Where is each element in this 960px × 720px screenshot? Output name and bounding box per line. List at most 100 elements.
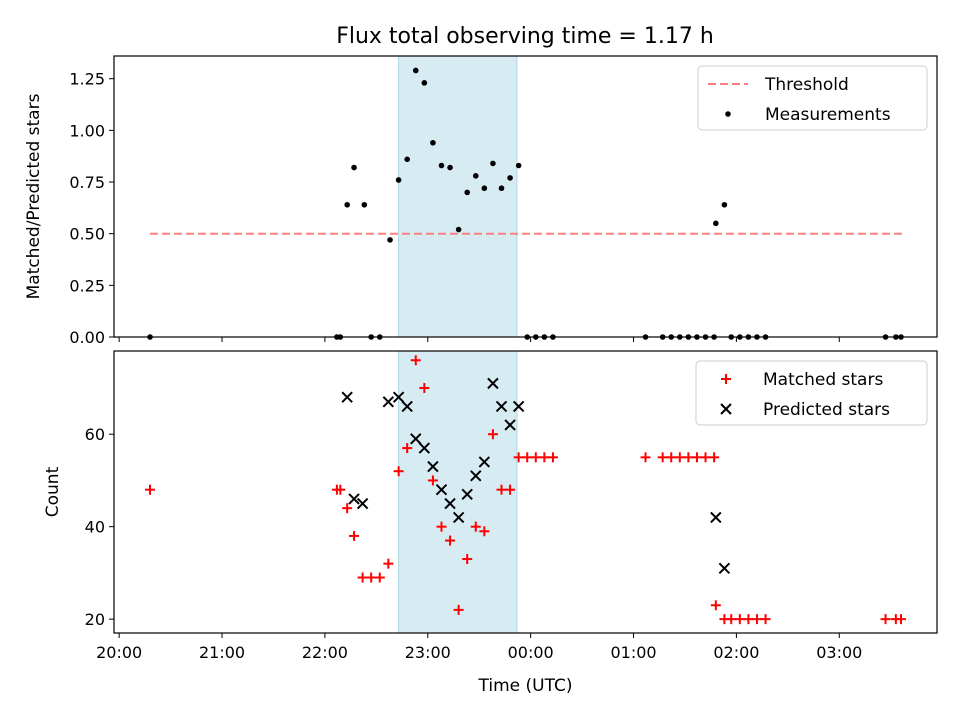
y-tick-label-4: 1.00 — [69, 121, 105, 140]
matched-stars-point-21 — [496, 484, 507, 495]
matched-stars-point-36 — [710, 600, 721, 611]
matched-stars-point-27 — [547, 452, 558, 463]
legend-label-threshold: Threshold — [764, 75, 849, 95]
y-tick-label-5: 1.25 — [69, 70, 105, 89]
x-tick-label-0: 20:00 — [96, 643, 142, 662]
predicted-stars-point-0 — [341, 391, 353, 403]
y-axis-label: Matched/Predicted stars — [24, 93, 44, 299]
predicted-stars-point-11-b — [452, 511, 465, 524]
predicted-stars-point-16 — [495, 400, 508, 413]
matched-stars-point-13 — [427, 475, 438, 486]
predicted-stars-point-2-b — [356, 497, 369, 510]
predicted-stars-point-4-b — [392, 391, 405, 403]
legend-label-predicted-stars: Predicted stars — [763, 400, 890, 420]
matched-stars-point-42 — [760, 614, 771, 625]
predicted-stars-point-13 — [470, 470, 482, 482]
measurements-point-22 — [507, 175, 513, 181]
matched-stars-point-40 — [743, 614, 754, 625]
predicted-stars-point-17 — [504, 419, 516, 431]
matched-stars-point-29 — [657, 452, 668, 463]
legend-swatch-predicted-stars-b — [720, 403, 732, 415]
x-tick-label-2: 22:00 — [302, 643, 348, 662]
y-tick-label-2: 60 — [85, 425, 105, 444]
measurements-point-3 — [344, 201, 350, 208]
predicted-stars-point-8-b — [427, 460, 439, 473]
matched-stars-point-17 — [462, 554, 473, 565]
predicted-stars-point-13-b — [470, 470, 482, 482]
matched-stars-point-16 — [453, 604, 464, 615]
legend-box — [697, 65, 928, 131]
matched-stars-point-11 — [410, 355, 421, 366]
matched-stars-point-39 — [734, 614, 745, 625]
measurements-point-17 — [464, 189, 471, 196]
predicted-stars-point-6-b — [410, 433, 422, 445]
bottom-panel-counts: 20 40 60 20:00 21:00 22:00 23:00 00:00 01:00 02:0… — [43, 350, 938, 696]
matched-stars-point-45 — [895, 614, 906, 625]
predicted-stars-point-1 — [348, 493, 360, 505]
legend-box — [695, 360, 928, 426]
y-tick-label-2: 0.50 — [69, 225, 105, 244]
x-tick-label-4: 00:00 — [508, 643, 554, 662]
matched-stars-point-9 — [393, 466, 404, 477]
axes-frame — [113, 55, 938, 338]
matched-stars-point-10 — [402, 443, 413, 454]
measurements-point-12 — [421, 80, 428, 86]
y-tick-label-0: 20 — [85, 610, 105, 629]
measurements-point-19 — [481, 185, 488, 192]
predicted-stars-point-14 — [478, 456, 491, 468]
x-tick-label-3: 23:00 — [405, 643, 451, 662]
legend-label-matched-stars: Matched stars — [763, 370, 883, 390]
x-tick-label-6: 02:00 — [713, 643, 759, 662]
predicted-stars-point-14-b — [478, 456, 491, 468]
predicted-stars-point-11 — [452, 511, 465, 524]
measurements-point-4 — [351, 164, 357, 171]
matched-stars-point-24 — [522, 452, 533, 463]
predicted-stars-point-5 — [401, 400, 413, 413]
legend-swatch-matched-stars — [721, 374, 731, 384]
matched-stars-point-35 — [709, 452, 720, 463]
y-tick-label-1: 40 — [85, 518, 105, 537]
measurements-point-13 — [430, 139, 436, 146]
matched-stars-point-5 — [357, 572, 368, 583]
observing-window-span — [398, 55, 518, 338]
predicted-stars-point-12-b — [461, 488, 473, 501]
axes-frame — [113, 350, 938, 634]
matched-stars-point-25 — [530, 452, 541, 463]
x-axis-label: Time (UTC) — [478, 676, 573, 696]
predicted-stars-point-8 — [427, 460, 439, 473]
predicted-stars-point-18 — [512, 400, 525, 413]
matched-stars-point-22 — [505, 484, 516, 495]
predicted-stars-point-17-b — [504, 419, 516, 431]
matched-stars-point-34 — [700, 452, 711, 463]
matched-stars-point-28 — [640, 452, 651, 463]
matched-stars-point-43 — [880, 614, 891, 625]
matched-stars-point-20 — [487, 429, 498, 440]
y-axis-label: Count — [43, 466, 63, 517]
predicted-stars-point-9 — [435, 483, 448, 496]
predicted-stars-point-1-b — [348, 493, 360, 505]
measurements-point-10 — [404, 156, 410, 163]
x-tick-label-7: 03:00 — [816, 643, 862, 662]
figure-title: Flux total observing time = 1.17 h — [336, 24, 714, 49]
matched-stars-point-7 — [374, 572, 385, 583]
legend-swatch-predicted-stars — [720, 403, 732, 415]
measurements-point-36 — [713, 220, 719, 227]
measurements-point-8 — [387, 237, 393, 243]
predicted-stars-point-7-b — [418, 442, 431, 454]
measurements-point-21 — [498, 185, 505, 192]
matched-stars-point-33 — [691, 452, 702, 463]
measurements-point-18 — [472, 173, 479, 179]
measurements-point-23 — [515, 162, 522, 169]
matched-stars-point-41 — [751, 614, 762, 625]
predicted-stars-point-6 — [410, 433, 422, 445]
predicted-stars-point-7 — [418, 442, 431, 454]
predicted-stars-point-10 — [444, 497, 456, 510]
predicted-stars-point-0-b — [341, 391, 353, 403]
matched-stars-point-30 — [666, 452, 677, 463]
predicted-stars-point-19-b — [710, 511, 722, 524]
predicted-stars-point-15-b — [487, 377, 499, 390]
measurements-point-9 — [395, 177, 402, 183]
predicted-stars-point-3 — [382, 396, 395, 408]
predicted-stars-point-18-b — [512, 400, 525, 413]
measurements-point-37 — [721, 201, 728, 208]
